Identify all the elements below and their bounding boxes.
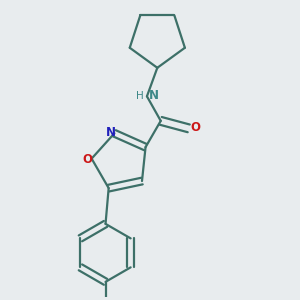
Text: H: H	[136, 91, 144, 101]
Text: O: O	[190, 121, 200, 134]
Text: O: O	[82, 153, 93, 166]
Text: N: N	[148, 89, 158, 102]
Text: N: N	[105, 126, 116, 139]
